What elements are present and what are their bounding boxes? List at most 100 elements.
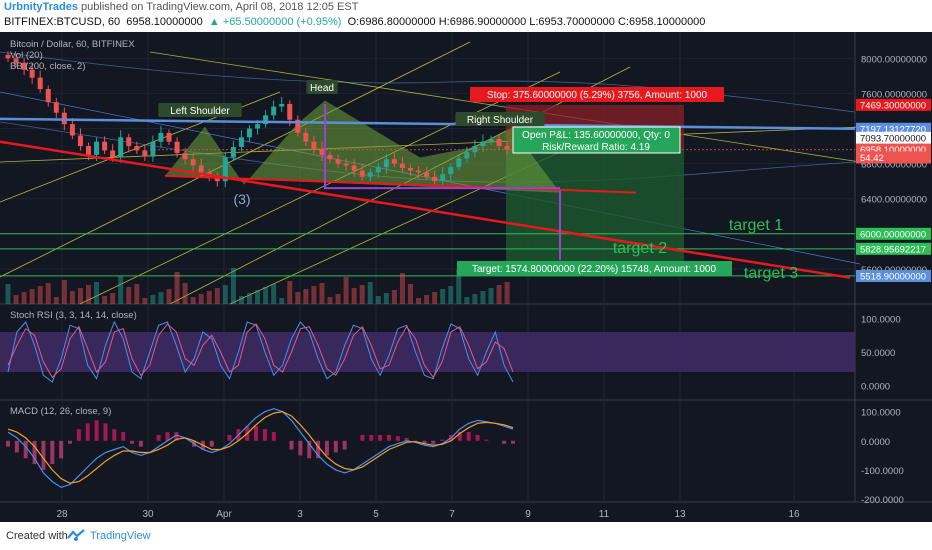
legend-item: Bitcoin / Dollar, 60, BITFINEX — [10, 39, 135, 50]
candle — [424, 172, 430, 177]
candle — [327, 154, 333, 160]
candle — [102, 141, 108, 151]
stoch-title: Stoch RSI (3, 3, 14, 14, close) — [10, 310, 137, 321]
volume-bar — [142, 298, 148, 304]
candle — [391, 159, 397, 164]
macd-histogram-bar — [209, 440, 214, 447]
macd-histogram-bar — [85, 423, 90, 441]
volume-bar — [287, 281, 293, 304]
volume-bar — [472, 294, 478, 304]
neckline-red — [164, 174, 637, 194]
volume-bar — [359, 285, 365, 304]
candle — [335, 159, 341, 164]
volume-bar — [158, 292, 164, 304]
chart-svg[interactable]: 8000.000000007600.000000007200.000000006… — [0, 32, 932, 522]
macd-histogram-bar — [422, 440, 427, 444]
macd-histogram-bar — [130, 440, 135, 444]
macd-histogram-bar — [316, 440, 321, 459]
candle — [214, 176, 220, 182]
head-label-bg — [306, 80, 338, 94]
macd-histogram-bar — [59, 440, 64, 459]
volume-bar — [343, 277, 349, 304]
volume-bar — [222, 285, 228, 304]
candle — [504, 146, 510, 150]
volume-bar — [206, 291, 212, 304]
x-tick-label: 3 — [297, 509, 303, 520]
volume-bar — [456, 269, 462, 304]
candle — [472, 146, 478, 153]
stoch-series-k — [7, 320, 514, 383]
macd-histogram-bar — [112, 429, 117, 441]
publish-info: UrbnityTrades published on TradingView.c… — [4, 1, 358, 13]
volume-bar — [303, 289, 309, 304]
volume-bar — [255, 290, 261, 304]
volume-bar — [432, 292, 438, 304]
volume-bar — [279, 298, 285, 304]
symbol-info: BITFINEX:BTCUSD, 60 6958.10000000 ▲ +65.… — [4, 16, 705, 28]
candle — [29, 69, 35, 78]
candle — [118, 137, 124, 158]
volume-bar — [399, 273, 405, 304]
candle — [287, 103, 293, 120]
tradingview-brand-link[interactable]: TradingView — [90, 530, 151, 542]
neckline-blue — [0, 117, 856, 131]
volume-bar — [118, 276, 124, 304]
volume-bar — [174, 272, 180, 304]
volume-bar — [230, 268, 236, 304]
volume-bar — [408, 284, 413, 304]
macd-histogram-bar — [165, 432, 170, 441]
footer: Created with TradingView — [0, 522, 932, 550]
candle — [279, 103, 285, 107]
volume-bar — [86, 285, 91, 304]
candle — [319, 148, 325, 155]
stoch-y-tick: 100.0000 — [861, 315, 901, 326]
macd-histogram-bar — [94, 420, 99, 441]
author-link[interactable]: UrbnityTrades — [4, 1, 78, 13]
macd-title: MACD (12, 26, close, 9) — [10, 406, 111, 417]
macd-histogram-bar — [333, 440, 338, 453]
candle — [383, 159, 389, 168]
price-label: 6958.10000000 — [860, 145, 926, 156]
macd-histogram-bar — [511, 440, 515, 444]
volume-bar — [150, 295, 156, 304]
x-tick-label: 30 — [142, 509, 154, 520]
macd-histogram-bar — [440, 439, 445, 441]
volume-bar — [53, 297, 59, 304]
right-shoulder-label-bg — [455, 112, 545, 126]
chart-area[interactable]: 8000.000000007600.000000007200.000000006… — [0, 32, 932, 522]
stoch-series-d — [7, 323, 514, 379]
target-2-label: target 2 — [613, 240, 667, 257]
volume-bar — [166, 289, 172, 304]
macd-histogram-bar — [68, 440, 73, 444]
volume-bar — [263, 287, 269, 304]
candle — [198, 165, 204, 173]
volume-bar — [214, 288, 220, 304]
price-label-bg — [856, 131, 931, 144]
price-label-bg — [856, 122, 931, 135]
volume-bar — [29, 289, 35, 304]
volume-bar — [319, 283, 325, 304]
target-3-label: target 3 — [744, 265, 798, 282]
candle — [174, 141, 180, 154]
y-tick-label: 8000.00000000 — [861, 54, 927, 65]
candle — [21, 62, 27, 70]
x-tick-label: 5 — [373, 509, 379, 520]
target-1-label: target 1 — [729, 217, 783, 234]
candle — [440, 174, 446, 182]
volume-bar — [271, 284, 277, 304]
price-label: 5828.95692217 — [860, 244, 926, 255]
candle — [359, 170, 365, 177]
target-text: Target: 1574.80000000 (22.20%) 15748, Am… — [472, 264, 717, 275]
x-tick-label: 9 — [525, 509, 531, 520]
macd-histogram-bar — [50, 440, 55, 465]
macd-histogram-bar — [156, 434, 161, 441]
volume-bar — [182, 283, 188, 304]
wave-3-label: (3) — [233, 191, 250, 207]
candle — [247, 128, 252, 138]
macd-histogram-bar — [378, 434, 383, 441]
volume-bar — [375, 296, 381, 304]
candle — [13, 58, 19, 63]
macd-histogram-bar — [76, 429, 81, 441]
candle — [86, 146, 91, 155]
stop-box — [470, 87, 724, 102]
